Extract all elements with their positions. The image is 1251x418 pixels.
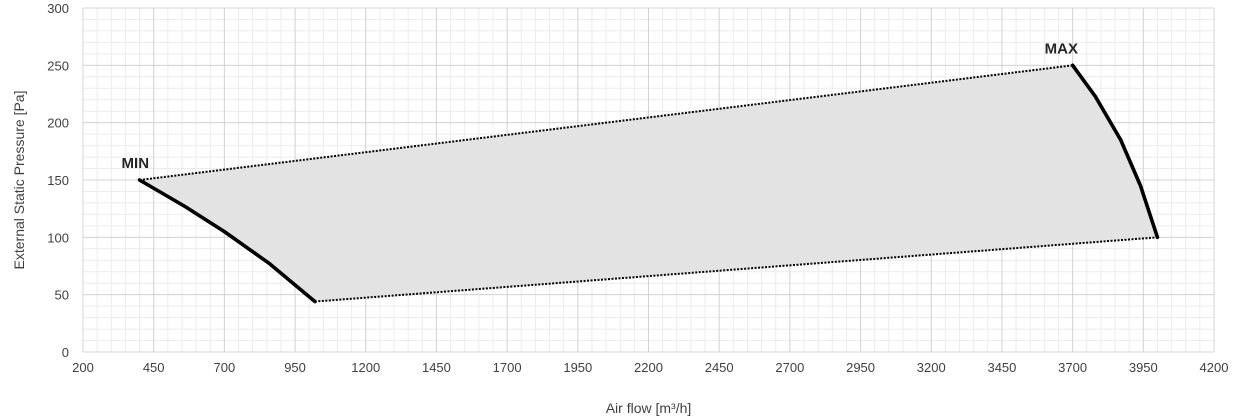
x-tick-label: 1450 (422, 360, 451, 375)
x-tick-label: 2950 (846, 360, 875, 375)
x-tick-label: 450 (143, 360, 165, 375)
x-tick-label: 1950 (563, 360, 592, 375)
x-axis-title: Air flow [m³/h] (606, 400, 692, 416)
x-tick-label: 3950 (1129, 360, 1158, 375)
lower-boundary-line (314, 236, 1158, 303)
envelope-fill (139, 65, 1158, 302)
x-tick-label: 700 (214, 360, 236, 375)
y-axis-title: External Static Pressure [Pa] (11, 91, 27, 270)
x-tick-label: 950 (284, 360, 306, 375)
max-boundary-curve (1070, 63, 1160, 240)
x-tick-label: 200 (72, 360, 94, 375)
y-tick-label: 50 (55, 288, 69, 303)
min-boundary-curve (137, 178, 317, 304)
x-tick-label: 2450 (705, 360, 734, 375)
operating-envelope (137, 63, 1160, 304)
x-tick-label: 2700 (775, 360, 804, 375)
y-axis-ticks: 0 50 100 150 200 250 300 (47, 1, 69, 360)
x-tick-label: 3700 (1058, 360, 1087, 375)
x-tick-label: 3200 (917, 360, 946, 375)
x-tick-label: 2200 (634, 360, 663, 375)
y-tick-label: 100 (47, 230, 69, 245)
y-tick-label: 250 (47, 58, 69, 73)
x-tick-label: 1200 (351, 360, 380, 375)
x-tick-label: 1700 (493, 360, 522, 375)
x-axis-ticks: 200 450 700 950 1200 1450 1700 1950 2200 2450 2700… (72, 360, 1228, 375)
x-tick-label: 4200 (1200, 360, 1229, 375)
x-tick-label: 3450 (987, 360, 1016, 375)
y-tick-label: 0 (62, 345, 69, 360)
annotations: MIN MAX (122, 40, 1078, 172)
upper-boundary-line (139, 64, 1073, 181)
y-tick-label: 150 (47, 173, 69, 188)
y-tick-label: 200 (47, 116, 69, 131)
annotation-max: MAX (1045, 40, 1078, 57)
annotation-min: MIN (122, 155, 150, 172)
y-tick-label: 300 (47, 1, 69, 16)
